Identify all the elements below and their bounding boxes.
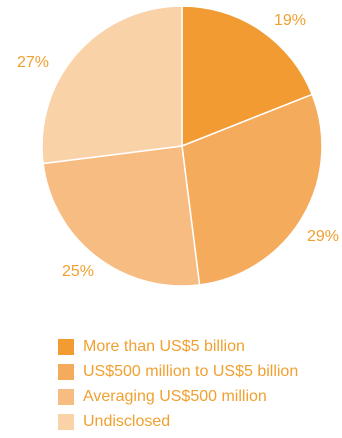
legend-item-undisclosed: Undisclosed — [58, 412, 298, 432]
slice-value-label: 25% — [62, 263, 94, 280]
legend-swatch — [58, 364, 74, 380]
legend-label: More than US$5 billion — [83, 338, 245, 355]
legend-item-averaging-500m: Averaging US$500 million — [58, 387, 298, 407]
pie-chart: 19% 29% 25% 27% — [17, 5, 339, 287]
legend-item-500m-to-5b: US$500 million to US$5 billion — [58, 362, 298, 382]
legend: More than US$5 billion US$500 million to… — [58, 337, 298, 432]
pie-slice-4 — [41, 5, 183, 165]
pie-slice-1 — [181, 5, 314, 148]
legend-label: US$500 million to US$5 billion — [83, 363, 299, 380]
pie-slice-2 — [181, 93, 323, 286]
legend-swatch — [58, 414, 74, 430]
legend-swatch — [58, 389, 74, 405]
slice-value-label: 27% — [17, 54, 49, 71]
legend-label: Averaging US$500 million — [83, 388, 267, 405]
slice-value-label: 29% — [307, 228, 339, 245]
slice-value-label: 19% — [274, 12, 306, 29]
legend-item-more-than-5b: More than US$5 billion — [58, 337, 298, 357]
pie-slice-3 — [42, 145, 201, 287]
legend-swatch — [58, 339, 74, 355]
legend-label: Undisclosed — [83, 413, 171, 430]
